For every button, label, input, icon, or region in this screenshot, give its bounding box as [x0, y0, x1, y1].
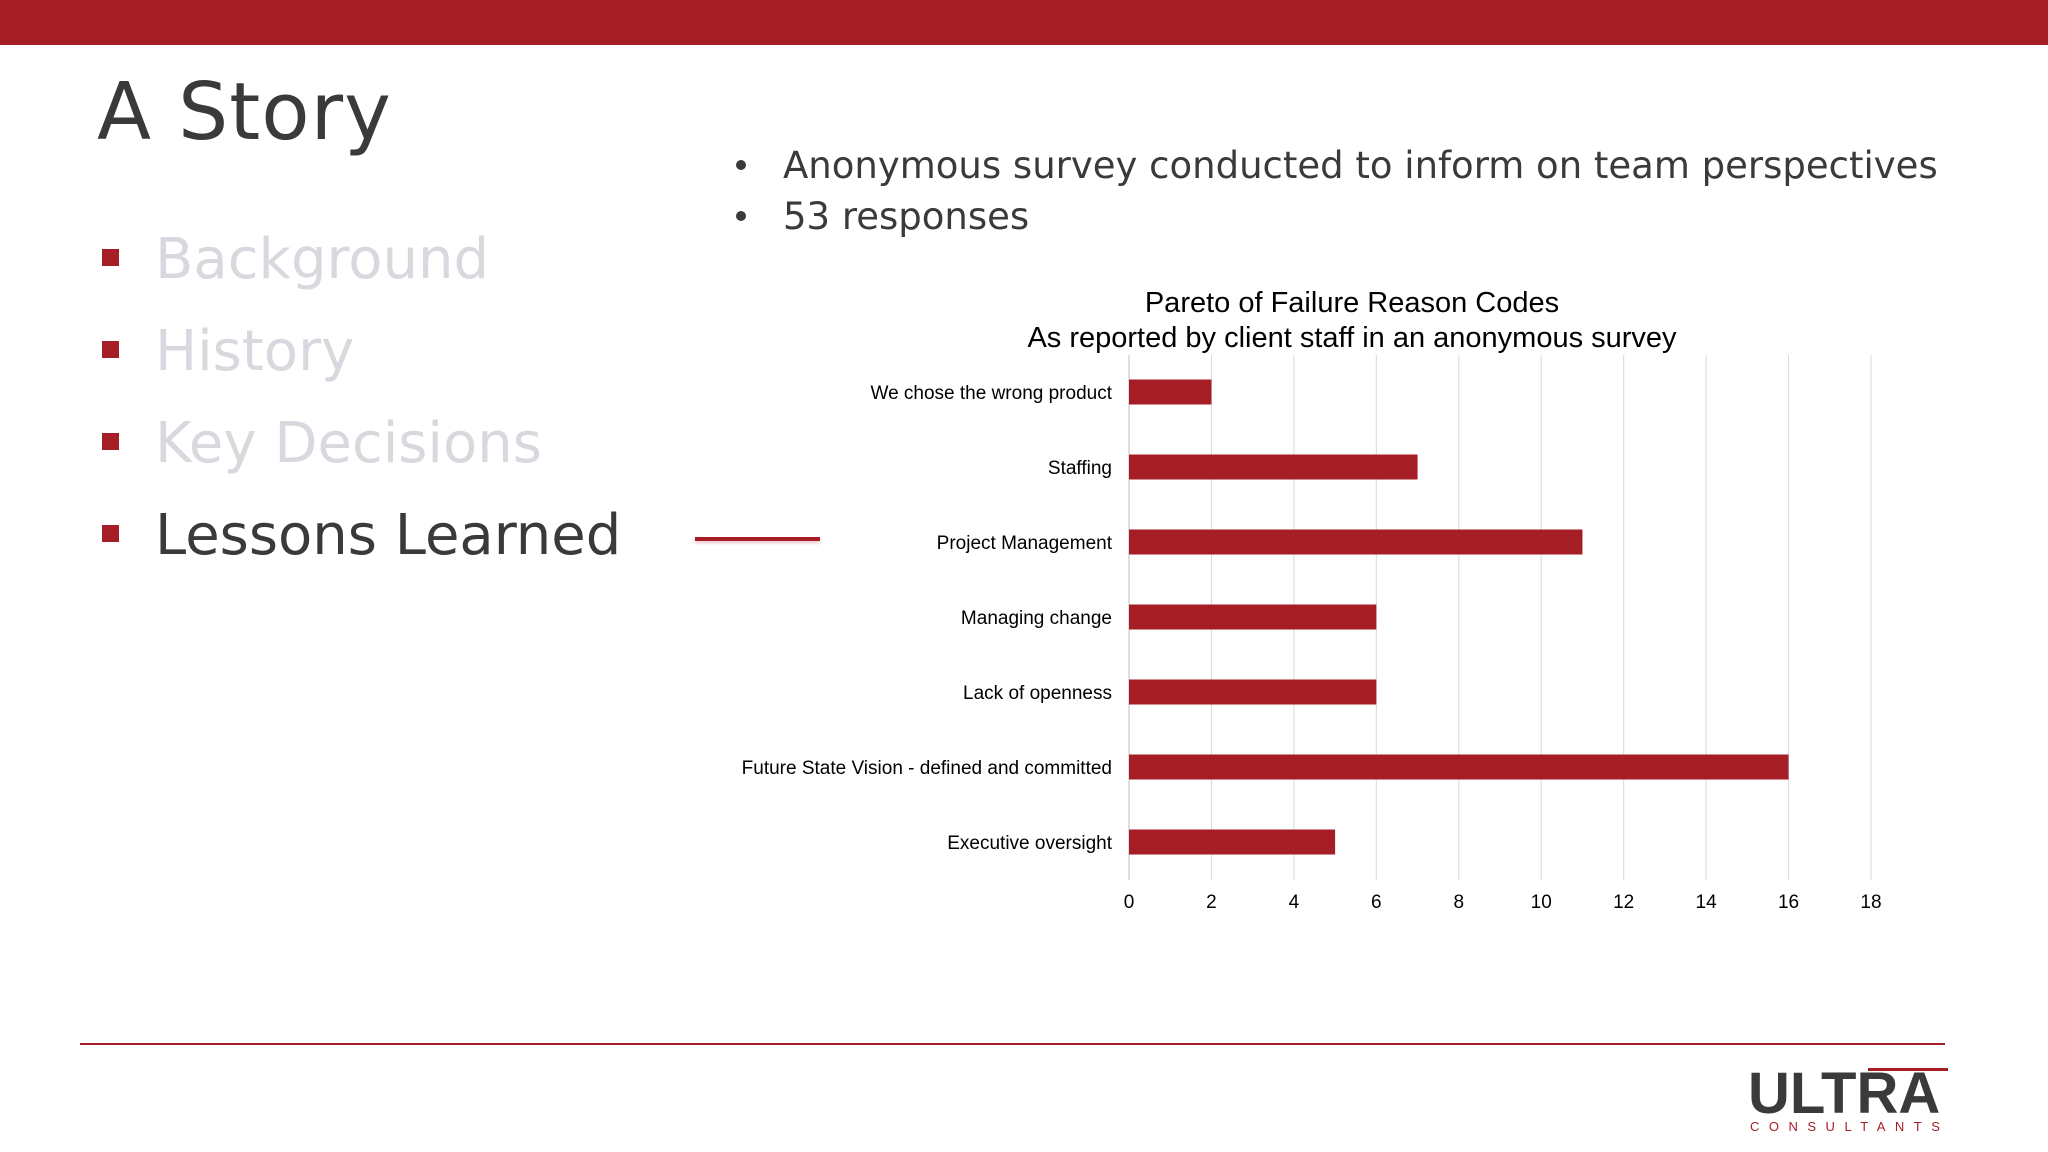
- footer-rule: [80, 1043, 1945, 1045]
- logo-wordmark: ULTRA: [1748, 1061, 1941, 1126]
- bar: [1129, 754, 1789, 780]
- category-label: Lack of openness: [963, 683, 1112, 704]
- chart-x-axis: 0 2 4 6 8 10 12 14 16 18: [1124, 892, 1882, 913]
- bullet-text: Anonymous survey conducted to inform on …: [783, 144, 1938, 187]
- bar: [1129, 604, 1377, 630]
- x-tick-label: 18: [1860, 892, 1881, 913]
- category-label: We chose the wrong product: [870, 383, 1112, 404]
- x-tick-label: 10: [1531, 892, 1552, 913]
- x-tick-label: 2: [1206, 892, 1217, 913]
- category-label: Future State Vision - defined and commit…: [742, 758, 1112, 779]
- chart-category-labels: We chose the wrong product Staffing Projec…: [742, 383, 1113, 854]
- bullet-text: 53 responses: [783, 195, 1030, 238]
- category-label: Staffing: [1048, 458, 1112, 479]
- agenda-item-label: History: [155, 319, 355, 384]
- logo-accent-stroke: [1868, 1068, 1948, 1071]
- bar: [1129, 454, 1418, 480]
- bar: [1129, 679, 1377, 705]
- bullet-dot-icon: [736, 160, 746, 170]
- square-bullet-icon: [102, 433, 119, 450]
- chart-subtitle: As reported by client staff in an anonym…: [1027, 322, 1677, 354]
- slide-title: A Story: [97, 66, 392, 158]
- bullet-dot-icon: [736, 211, 746, 221]
- agenda-item-label: Background: [155, 227, 490, 292]
- x-tick-label: 14: [1696, 892, 1718, 913]
- active-item-indicator: [695, 537, 820, 541]
- square-bullet-icon: [102, 525, 119, 542]
- x-tick-label: 0: [1124, 892, 1135, 913]
- x-tick-label: 8: [1453, 892, 1464, 913]
- category-label: Project Management: [937, 533, 1113, 554]
- x-tick-label: 16: [1778, 892, 1799, 913]
- agenda-item-label: Key Decisions: [155, 411, 542, 476]
- category-label: Executive oversight: [947, 833, 1112, 854]
- company-logo: ULTRA CONSULTANTS: [1748, 1060, 1948, 1140]
- agenda-item-label: Lessons Learned: [155, 503, 622, 568]
- square-bullet-icon: [102, 249, 119, 266]
- header-bar: [0, 0, 2048, 45]
- chart-bars: [1129, 379, 1789, 855]
- bar: [1129, 829, 1336, 855]
- square-bullet-icon: [102, 341, 119, 358]
- bar: [1129, 529, 1583, 555]
- logo-tagline: CONSULTANTS: [1750, 1119, 1950, 1134]
- x-tick-label: 4: [1289, 892, 1300, 913]
- chart-title: Pareto of Failure Reason Codes: [1145, 287, 1559, 319]
- x-tick-label: 6: [1371, 892, 1382, 913]
- category-label: Managing change: [961, 608, 1112, 629]
- x-tick-label: 12: [1613, 892, 1634, 913]
- bar: [1129, 379, 1212, 405]
